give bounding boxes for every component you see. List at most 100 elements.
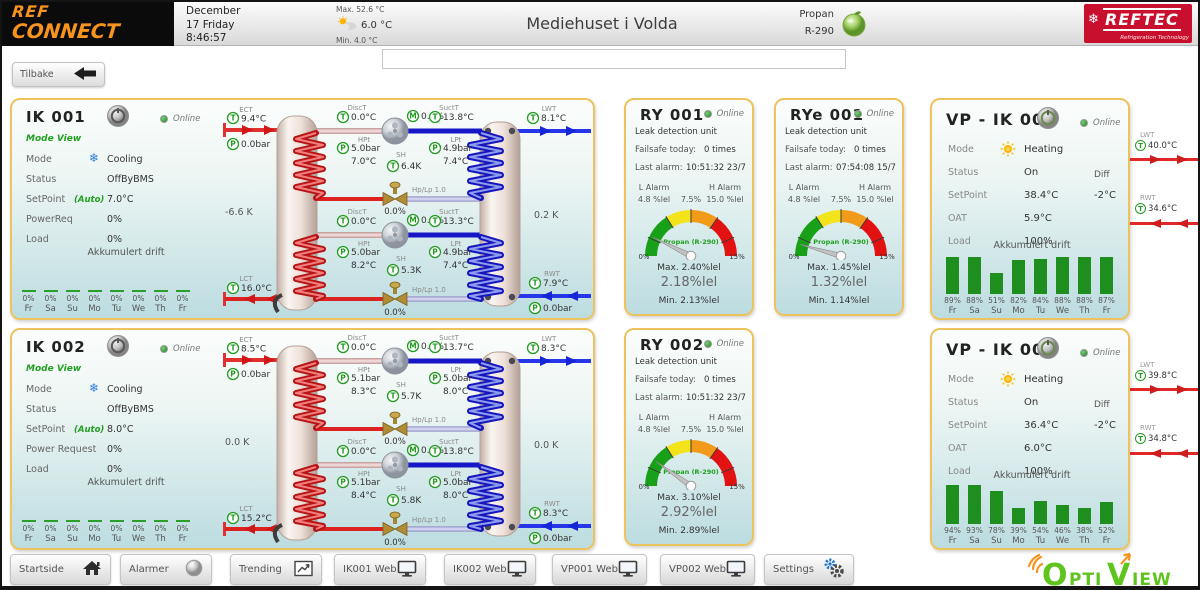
day-label: Sa	[45, 534, 56, 544]
gas-type-label: Propan (R-290)	[663, 468, 719, 476]
low-alarm: L Alarm 4.8 %lel	[637, 413, 671, 435]
hpt-pressure: 5.0bar	[351, 248, 381, 258]
day-column: 0% Su	[64, 512, 81, 544]
ik001-power-button[interactable]	[106, 104, 130, 128]
drift-percent: 39%	[1010, 526, 1027, 535]
drift-bar	[990, 273, 1003, 294]
ry001-gauge: Propan (R-290) 0% 15%	[638, 209, 745, 260]
mode-label: Mode	[948, 374, 974, 385]
drift-percent: 52%	[1098, 526, 1115, 535]
ect-label: ECT	[239, 106, 253, 114]
vp001-panel: VP - IK 001 Online Mode Heating Status On …	[930, 98, 1130, 320]
ik002-online-indicator: Online	[160, 344, 200, 354]
drift-bar-track	[990, 252, 1003, 294]
vp002-power-button[interactable]	[1036, 336, 1060, 360]
vp001-day-chart: 89% Fr 88% Sa 51% Su 82% Mo 84% Tu 88% We 88% Th 87% Fr	[943, 252, 1116, 316]
reading-current: 2.18%lel	[660, 275, 718, 290]
svg-text:P: P	[340, 144, 346, 153]
online-label: Online	[173, 344, 201, 354]
setpoint-value: 8.0°C	[107, 424, 134, 435]
drift-bar-track	[65, 512, 80, 522]
evaporator-coil-2	[467, 464, 504, 532]
online-label: Online	[173, 114, 201, 124]
drift-percent: 88%	[1054, 296, 1071, 305]
load-value: 0%	[107, 464, 123, 475]
lpt-temp: 7.4°C	[443, 157, 468, 167]
trending-label: Trending	[239, 564, 282, 575]
compressor-2	[381, 221, 409, 249]
ik002-web-button[interactable]: IK002 Web	[444, 554, 536, 585]
power-value: 0%	[107, 444, 123, 455]
mode-value: Heating	[1024, 374, 1064, 385]
rwt-sensor: RWT T 8.3°C P 0.0bar	[528, 500, 573, 545]
drift-percent: 93%	[966, 526, 983, 535]
drift-bar-track	[87, 512, 102, 522]
drift-bar	[1056, 257, 1069, 294]
vp002-info-rows: Mode Heating Status On SetPoint 36.4°C -2°C …	[948, 370, 1126, 485]
drift-bar-track	[946, 482, 959, 524]
load-label: Load	[948, 236, 971, 247]
expansion-valve-1	[382, 411, 408, 437]
startside-button[interactable]: Startside	[10, 554, 111, 585]
temp-sensor-icon	[226, 341, 240, 355]
alarmer-button[interactable]: Alarmer	[120, 554, 212, 585]
svg-text:T: T	[390, 162, 396, 171]
evaporator-coil-2	[467, 234, 504, 302]
accumulated-drift-label: Akkumulert drift	[87, 247, 165, 258]
day-label: Fr	[178, 304, 187, 314]
svg-text:P: P	[230, 370, 236, 379]
logo-letter-v: V	[1107, 558, 1131, 590]
vp001-web-button[interactable]: VP001 Web	[552, 554, 647, 585]
drift-bar	[65, 290, 80, 292]
vp002-web-button[interactable]: VP002 Web	[660, 554, 755, 585]
vp002-title: VP - IK 002	[946, 340, 1057, 359]
trending-button[interactable]: Trending	[230, 554, 322, 585]
drift-bar-track	[990, 482, 1003, 524]
drift-bar-track	[1056, 252, 1069, 294]
vp001-power-button[interactable]	[1036, 106, 1060, 130]
monitor-icon	[397, 560, 417, 580]
mid-threshold: 7.5%	[680, 195, 702, 204]
sh-value: 6.4K	[401, 162, 422, 172]
lwt-label: LWT	[1140, 361, 1155, 369]
temp-sensor-icon: T	[1135, 370, 1146, 381]
svg-text:T: T	[340, 217, 346, 226]
ik001-web-button[interactable]: IK001 Web	[334, 554, 426, 585]
needle-hub	[685, 480, 697, 490]
settings-button[interactable]: Settings	[764, 554, 854, 585]
snowflake-icon: ❄	[89, 381, 100, 395]
status-label: Status	[948, 167, 979, 178]
last-alarm-value: 10:51:32 23/7	[686, 393, 746, 403]
mid-threshold: 7.5%	[680, 425, 702, 434]
back-button[interactable]: Tilbake	[12, 62, 105, 87]
ik001-title: IK 001	[26, 108, 86, 126]
ry002-panel: RY 002 Online Leak detection unit Failsa…	[624, 328, 754, 546]
day-column: 88% Sa	[965, 252, 984, 316]
needle-hub	[685, 250, 697, 260]
temp-sensor-icon	[226, 281, 240, 295]
drift-bar-track	[968, 482, 981, 524]
ik001-mode-view-link[interactable]: Mode View	[26, 134, 82, 144]
setpoint-label: SetPoint	[26, 424, 66, 435]
temp-sensor-icon: T	[1135, 140, 1146, 151]
search-input[interactable]	[382, 49, 846, 69]
hpt-temp: 7.0°C	[351, 157, 376, 167]
temp-sensor-icon	[226, 511, 240, 525]
ik002-power-button[interactable]	[106, 334, 130, 358]
ik002-mode-view-link[interactable]: Mode View	[26, 364, 82, 374]
day-column: 0% Mo	[86, 512, 103, 544]
accumulated-drift-label: Akkumulert drift	[87, 477, 165, 488]
sh-label: SH	[396, 485, 406, 493]
high-alarm: H Alarm 15.0 %lel	[856, 183, 894, 205]
lpt-pressure: 4.9bar	[443, 248, 473, 258]
gas-type-label: Propan (R-290)	[663, 238, 719, 246]
drift-bar-track	[1012, 482, 1025, 524]
ik001-section: IK 001 Online Mode View Mode ❄ Cooling Sta…	[10, 98, 595, 320]
vp002-day-chart: 94% Fr 93% Sa 78% Su 39% Mo 54% Tu 46% We 38% Th 52% Fr	[943, 482, 1116, 546]
weather-display: Max. 52.6 °C 6.0 °C Min. 4.0 °C	[336, 5, 392, 46]
lct-label: LCT	[239, 275, 253, 283]
status-value: On	[1024, 397, 1039, 408]
day-column: 0% We	[130, 282, 147, 314]
svg-text:P: P	[432, 478, 438, 487]
drift-bar-track	[175, 512, 190, 522]
